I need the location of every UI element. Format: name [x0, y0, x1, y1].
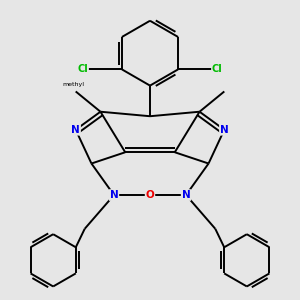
Text: methyl: methyl — [62, 82, 84, 87]
Text: N: N — [71, 125, 80, 135]
Text: N: N — [220, 125, 229, 135]
Text: N: N — [110, 190, 118, 200]
Text: N: N — [182, 190, 190, 200]
Text: Cl: Cl — [212, 64, 223, 74]
Text: Cl: Cl — [77, 64, 88, 74]
Text: O: O — [146, 190, 154, 200]
